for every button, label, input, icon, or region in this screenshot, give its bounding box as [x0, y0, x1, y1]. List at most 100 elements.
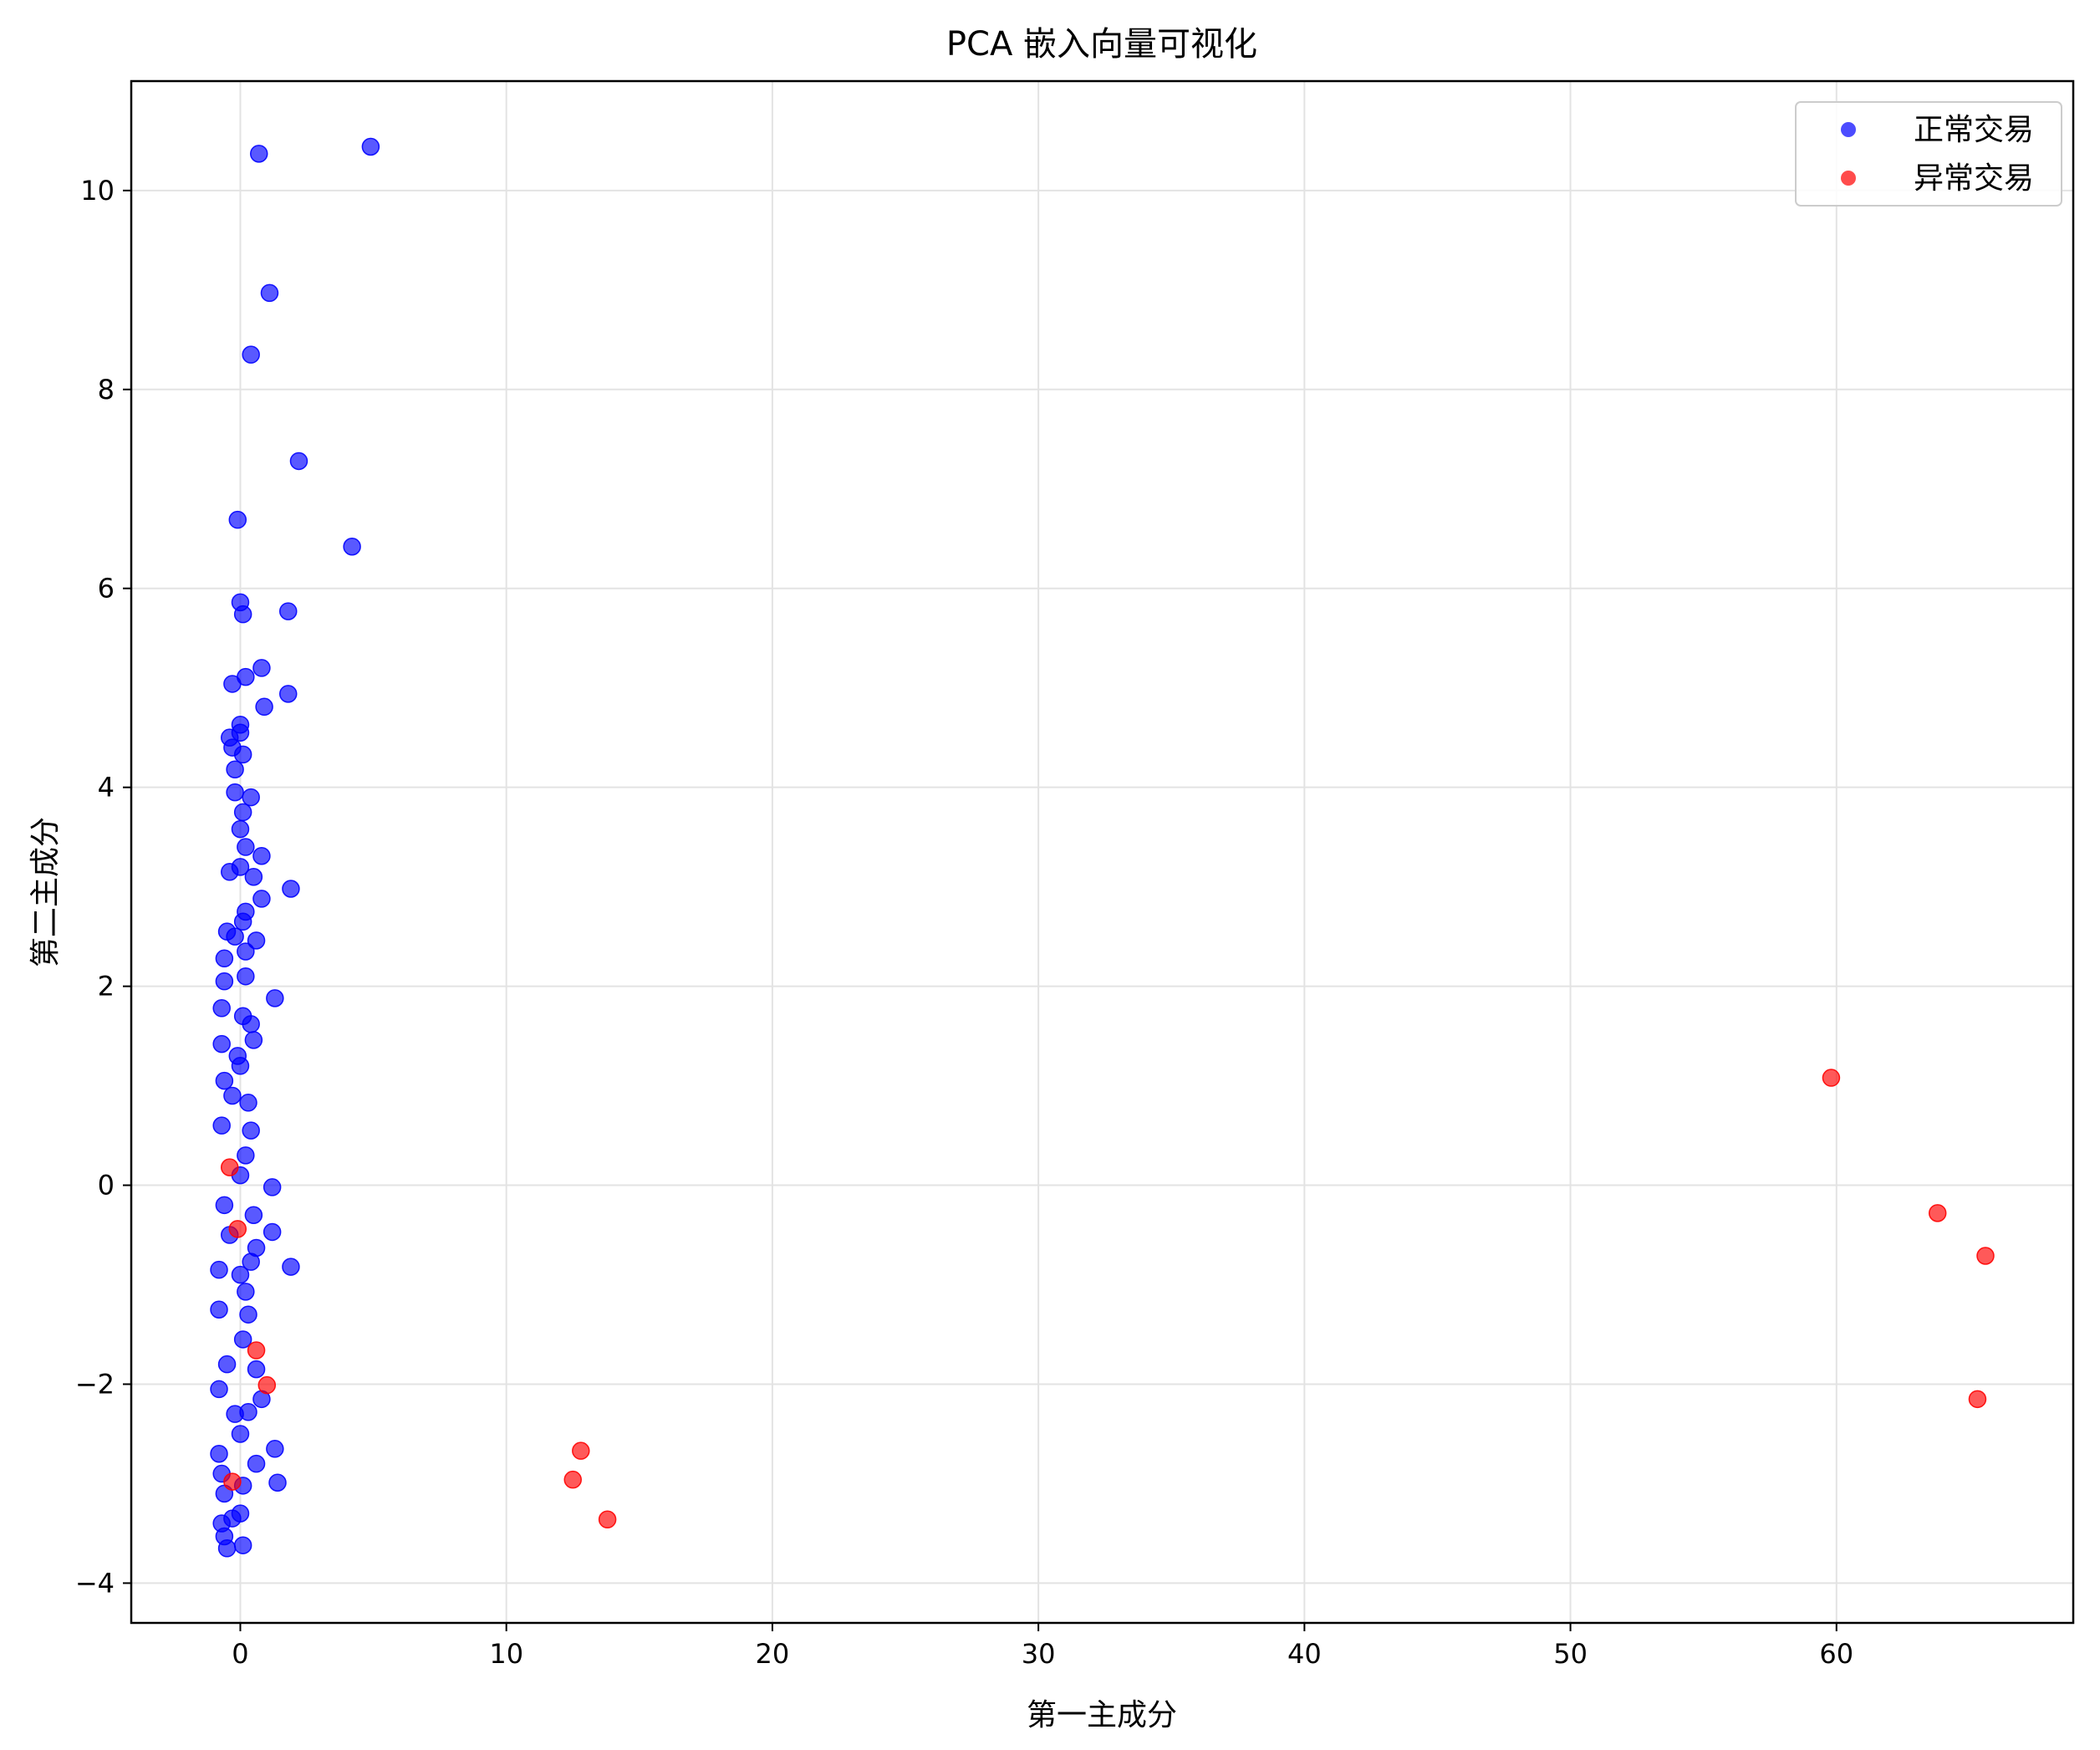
data-point	[228, 1047, 247, 1065]
data-point	[228, 510, 247, 529]
data-point	[252, 890, 271, 908]
data-point	[239, 1305, 257, 1324]
y-tick-label: 10	[80, 175, 115, 207]
y-tick-label: 8	[98, 374, 115, 406]
data-point	[1928, 1204, 1947, 1222]
data-point	[282, 1258, 300, 1276]
data-point	[233, 1330, 252, 1349]
x-tick-label: 60	[1819, 1638, 1853, 1670]
data-point	[223, 1472, 242, 1491]
data-point	[247, 1454, 266, 1473]
series-0	[210, 137, 380, 1558]
data-point	[226, 760, 244, 779]
y-tick-label: −4	[75, 1567, 115, 1599]
data-point	[231, 1425, 250, 1443]
data-point	[278, 602, 298, 620]
data-point	[231, 819, 250, 839]
data-point	[226, 927, 244, 946]
data-point	[266, 1440, 284, 1458]
data-point	[215, 949, 234, 968]
data-point	[262, 1178, 282, 1196]
grid	[131, 81, 2073, 1623]
data-point	[252, 659, 271, 677]
data-point	[289, 452, 308, 471]
x-tick-label: 30	[1022, 1638, 1056, 1670]
data-point	[210, 1260, 228, 1279]
data-point	[237, 942, 255, 961]
tick-labels: 0 10 20 30 40 50 60 −4 −2 0 2 4 6 8 10	[75, 175, 1853, 1670]
data-point	[237, 902, 255, 921]
data-point	[233, 605, 252, 624]
data-point	[262, 1222, 282, 1242]
data-point	[244, 867, 263, 886]
legend-marker-anomaly	[1841, 171, 1856, 186]
data-point	[215, 1071, 234, 1090]
legend-label-normal: 正常交易	[1914, 113, 2034, 147]
data-point	[247, 931, 266, 950]
data-points	[210, 137, 1995, 1558]
data-point	[212, 1116, 231, 1135]
data-point	[282, 880, 300, 898]
data-point	[1822, 1069, 1841, 1087]
data-point	[1976, 1247, 1995, 1265]
data-point	[226, 783, 244, 802]
y-tick-label: −2	[75, 1368, 115, 1400]
data-point	[252, 847, 271, 865]
data-point	[217, 1355, 237, 1374]
data-point	[257, 1375, 277, 1395]
data-point	[237, 1146, 255, 1165]
data-point	[242, 1121, 260, 1140]
data-point	[210, 1380, 228, 1399]
legend: 正常交易 异常交易	[1795, 101, 2062, 207]
y-tick-label: 0	[98, 1170, 115, 1202]
data-point	[260, 283, 279, 303]
data-point	[210, 1445, 228, 1463]
data-point	[233, 745, 252, 764]
data-point	[343, 538, 361, 556]
data-point	[223, 675, 242, 693]
chart-title: PCA 嵌入向量可视化	[946, 25, 1257, 64]
data-point	[226, 1405, 244, 1423]
data-point	[223, 1086, 242, 1105]
y-tick-label: 2	[98, 971, 115, 1003]
data-point	[228, 1220, 247, 1238]
data-point	[217, 1539, 237, 1558]
data-point	[278, 685, 298, 703]
data-point	[1968, 1390, 1987, 1409]
data-point	[361, 137, 380, 156]
x-tick-label: 0	[232, 1638, 248, 1670]
data-point	[598, 1510, 617, 1529]
data-point	[233, 1007, 252, 1026]
y-tick-label: 6	[98, 573, 115, 605]
x-tick-label: 20	[756, 1638, 790, 1670]
x-tick-label: 50	[1553, 1638, 1588, 1670]
data-point	[244, 1031, 263, 1049]
data-point	[242, 788, 260, 807]
y-axis-title: 第二主成分	[28, 817, 63, 967]
data-point	[242, 345, 260, 364]
data-point	[231, 858, 250, 876]
data-point	[231, 723, 250, 742]
axes	[123, 79, 2075, 1631]
data-point	[212, 1034, 231, 1054]
data-point	[563, 1470, 582, 1489]
data-point	[237, 1283, 255, 1301]
data-point	[255, 697, 273, 717]
y-tick-label: 4	[98, 772, 115, 804]
data-point	[572, 1441, 590, 1460]
series-1	[220, 1069, 1995, 1529]
data-point	[239, 1094, 257, 1112]
legend-frame	[1795, 101, 2062, 207]
data-point	[244, 1206, 263, 1224]
data-point	[233, 803, 252, 822]
data-point	[249, 145, 268, 163]
x-tick-label: 10	[489, 1638, 523, 1670]
data-point	[247, 1341, 266, 1360]
x-axis-title: 第一主成分	[1027, 1698, 1177, 1732]
data-point	[212, 999, 231, 1018]
data-point	[231, 1265, 250, 1284]
data-point	[237, 967, 255, 986]
legend-marker-normal	[1841, 122, 1856, 137]
